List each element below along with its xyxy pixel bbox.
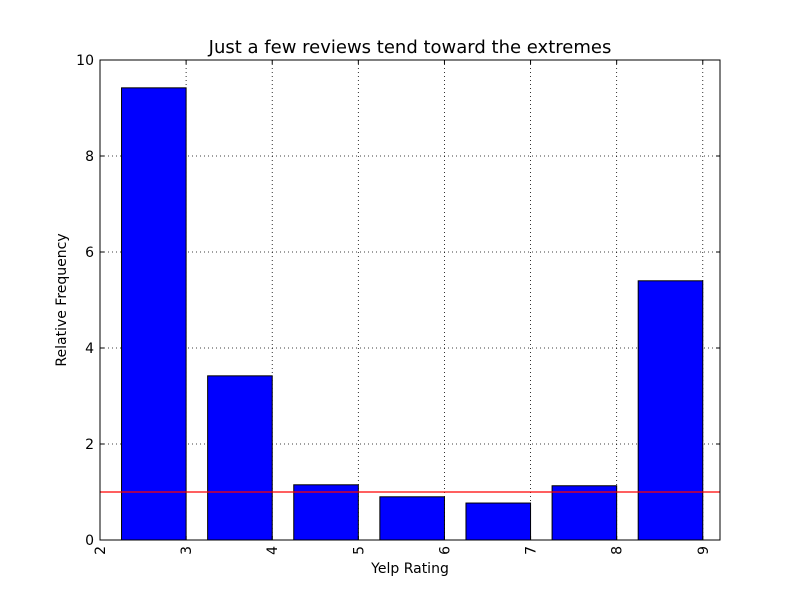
chart-title: Just a few reviews tend toward the extre…	[208, 37, 612, 58]
bar-3	[293, 484, 359, 541]
plot-frame	[99, 59, 721, 541]
bar-series	[121, 87, 704, 541]
x-tick-label: 5	[351, 546, 367, 555]
y-tick-label: 6	[85, 245, 94, 261]
x-tick-label: 4	[265, 546, 281, 555]
x-tick-label: 3	[179, 546, 195, 555]
bar-5	[465, 502, 532, 541]
y-axis-ticks: 0 2 4 6 8 10	[76, 53, 720, 549]
x-axis-label: Yelp Rating	[370, 561, 449, 577]
bar-6	[551, 485, 618, 541]
x-tick-label: 9	[696, 546, 712, 555]
x-tick-label: 7	[524, 546, 540, 555]
plot-area	[100, 60, 720, 540]
bar-4	[379, 496, 445, 541]
y-tick-label: 0	[85, 533, 94, 549]
bar-7	[637, 280, 704, 541]
x-tick-label: 8	[610, 546, 626, 555]
y-tick-label: 10	[76, 53, 94, 69]
x-tick-label: 6	[437, 546, 453, 555]
y-tick-label: 4	[85, 341, 94, 357]
y-axis-label: Relative Frequency	[54, 233, 70, 366]
x-tick-label: 2	[93, 546, 109, 555]
y-tick-label: 2	[85, 437, 94, 453]
bar-2	[207, 375, 273, 541]
y-tick-label: 8	[85, 149, 94, 165]
x-axis-ticks: 2 3 4 5 6 7 8 9	[93, 60, 712, 555]
bar-1	[121, 87, 187, 541]
